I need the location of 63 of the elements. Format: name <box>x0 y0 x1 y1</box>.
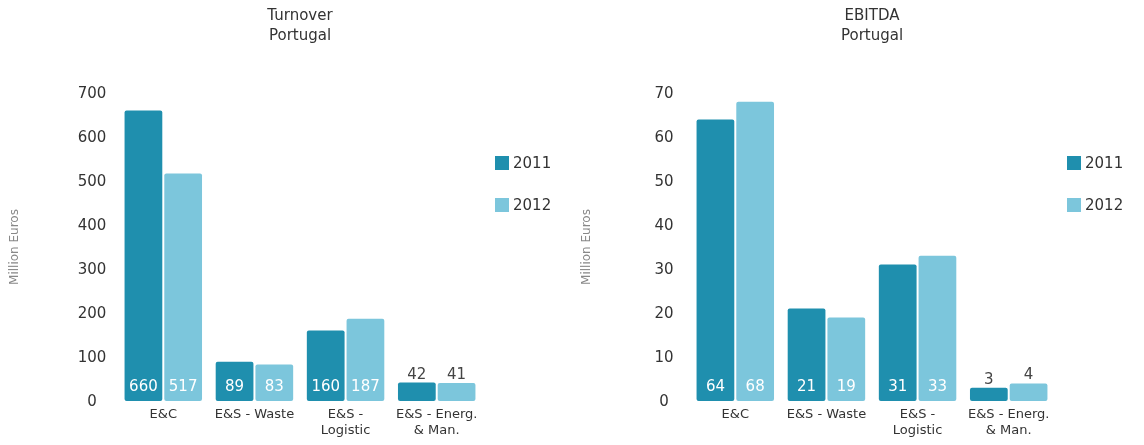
data-label: 41 <box>447 364 467 383</box>
bar <box>827 317 866 401</box>
bar <box>437 382 476 401</box>
data-label: 68 <box>745 377 765 395</box>
y-tick-label: 30 <box>654 260 674 279</box>
data-label: 64 <box>705 377 725 395</box>
data-label: 89 <box>225 377 245 395</box>
x-tick-label: E&S - Energ. & Man. <box>967 406 1050 437</box>
data-label: 33 <box>927 377 947 395</box>
bar <box>164 173 203 401</box>
chart-title: Turnover Portugal <box>266 6 334 44</box>
y-tick-label: 700 <box>77 84 107 103</box>
bar <box>736 101 775 401</box>
y-axis-title: Million Euros <box>7 209 21 285</box>
y-tick-label: 100 <box>77 348 107 367</box>
data-label: 83 <box>264 377 284 395</box>
y-axis-title: Million Euros <box>579 209 593 285</box>
y-tick-label: 40 <box>654 216 674 235</box>
bar <box>397 382 436 401</box>
bar <box>346 318 385 401</box>
bar <box>1009 383 1048 401</box>
y-tick-label: 300 <box>77 260 107 279</box>
y-tick-label: 0 <box>87 392 97 411</box>
bar <box>696 119 735 401</box>
data-label: 517 <box>168 377 198 395</box>
x-tick-label: E&S - Logistic <box>320 406 371 437</box>
bar <box>918 255 957 401</box>
bar <box>306 330 345 401</box>
bar <box>969 387 1008 401</box>
x-tick-label: E&C <box>149 406 178 421</box>
bar <box>255 364 294 401</box>
data-label: 160 <box>311 377 341 395</box>
data-label: 187 <box>351 377 380 395</box>
y-tick-label: 600 <box>77 128 107 147</box>
y-tick-label: 500 <box>77 172 107 191</box>
x-tick-label: E&C <box>721 406 750 421</box>
y-tick-label: 20 <box>654 304 674 323</box>
y-tick-label: 50 <box>654 172 674 191</box>
data-label: 21 <box>797 377 817 395</box>
legend-label: 2012 <box>513 196 552 215</box>
legend-label: 2011 <box>513 154 552 173</box>
bar <box>787 308 826 401</box>
y-tick-label: 0 <box>659 392 669 411</box>
data-label: 3 <box>984 369 994 388</box>
x-tick-label: E&S - Waste <box>214 406 295 421</box>
data-label: 42 <box>407 364 427 383</box>
x-tick-label: E&S - Energ. & Man. <box>395 406 478 437</box>
data-label: 660 <box>129 377 158 395</box>
data-label: 4 <box>1023 365 1034 384</box>
y-tick-label: 70 <box>654 84 674 103</box>
y-tick-label: 60 <box>654 128 674 147</box>
y-tick-label: 10 <box>654 348 674 367</box>
legend-label: 2012 <box>1085 196 1124 215</box>
chart-title: EBITDA Portugal <box>840 6 904 44</box>
bar <box>878 264 917 401</box>
bar <box>124 110 163 401</box>
data-label: 19 <box>836 377 856 395</box>
data-label: 31 <box>888 377 908 395</box>
y-tick-label: 200 <box>77 304 107 323</box>
y-tick-label: 400 <box>77 216 107 235</box>
x-tick-label: E&S - Logistic <box>892 406 943 437</box>
legend-label: 2011 <box>1085 154 1124 173</box>
x-tick-label: E&S - Waste <box>786 406 867 421</box>
